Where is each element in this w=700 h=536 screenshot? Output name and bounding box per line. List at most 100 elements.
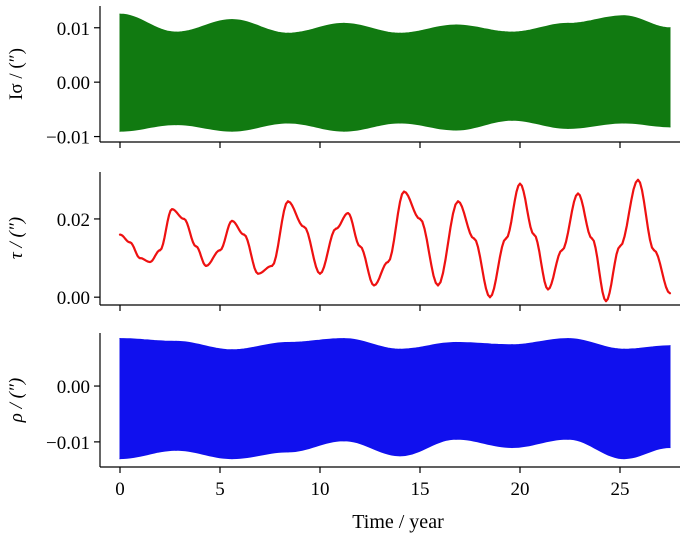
I-sigma-upper-point [231,19,233,21]
panel-i-sigma: 0.01 0.00 −0.01 Iσ / (″) [6,6,680,149]
y-tick-label: −0.01 [46,433,90,454]
tau-point [636,178,640,181]
tau-line [119,178,671,303]
tau-x-ticks [119,305,621,311]
tau-point [302,225,306,228]
rho-lower-point [399,455,401,457]
I-sigma-upper-point [175,31,177,33]
tau-point [402,190,406,193]
I-sigma-lower-point [175,124,177,126]
tau-point [532,233,536,236]
panel-tau: 0.02 0.00 τ / (″) [6,172,680,311]
rho-upper-point [175,340,177,342]
rho-upper-point [567,338,569,340]
tau-point [436,284,440,287]
tau-point [386,260,390,264]
tau-point [194,245,198,248]
tau-point [456,200,460,203]
x-tick-label: 5 [215,479,225,500]
rho-lower-point [623,458,625,460]
tau-point [488,296,492,299]
tau-point [560,249,564,252]
tau-point [618,245,622,248]
tau-point [148,260,152,264]
rho-lower-point [567,438,569,440]
rho-upper-point [623,348,625,350]
i-sigma-x-ticks [119,142,621,148]
y-tick-label: 0.00 [57,288,90,309]
tau-point [590,237,594,240]
tau-point [230,219,234,222]
rho-lower-point [287,451,289,453]
tau-point [652,249,656,252]
tau-point [218,249,222,252]
i-sigma-plot-area [119,13,671,132]
rho-lower-point [175,449,177,451]
rho-lower-point [343,440,345,442]
rho-lower-point [231,458,233,460]
tau-point [128,241,132,244]
tau-point [504,237,508,240]
y-tick-label: 0.00 [57,73,90,94]
rho-upper-point [455,341,457,344]
I-sigma-upper-point [623,15,625,17]
rho-upper-point [119,338,121,340]
x-tick-labels: 0 5 10 15 20 25 [115,479,629,500]
y-tick-label: 0.01 [57,19,90,40]
x-tick-label: 25 [611,479,630,500]
tau-point [576,192,580,195]
rho-x-ticks [119,467,621,473]
tau-y-label: τ / (″) [6,217,27,259]
tau-point [668,292,672,295]
I-sigma-lower-point [119,130,121,132]
I-sigma-upper-point [119,13,121,15]
I-sigma-upper-point [511,31,513,33]
tau-point [418,217,422,220]
rho-band [119,338,671,460]
x-axis-label: Time / year [352,511,444,533]
I-sigma-lower-point [669,126,671,128]
x-tick-label: 0 [115,479,125,500]
I-sigma-upper-point [669,27,671,29]
tau-point [286,200,290,203]
I-sigma-lower-point [231,130,233,132]
x-tick-label: 20 [511,479,530,500]
tau-point [182,217,186,220]
rho-upper-point [399,348,401,350]
tau-point [270,264,274,267]
rho-lower-point [669,446,671,449]
I-sigma-lower-point [623,122,625,124]
x-tick-label: 10 [311,479,330,500]
I-sigma-band [119,13,671,132]
I-sigma-lower-point [287,122,289,124]
tau-point [256,272,260,275]
i-sigma-y-ticks: 0.01 0.00 −0.01 [46,19,100,149]
tau-point [204,264,208,267]
i-sigma-y-label: Iσ / (″) [6,48,27,100]
y-tick-label: −0.01 [46,128,90,149]
rho-y-label: ρ / (″) [6,378,27,423]
I-sigma-upper-point [399,32,401,34]
I-sigma-lower-point [455,129,457,131]
tau-point [518,182,522,185]
tau-point [546,288,550,291]
rho-upper-point [343,338,345,340]
I-sigma-lower-point [511,119,513,121]
tau-plot-area [118,178,672,303]
rho-lower-point [119,458,121,460]
tau-point [138,257,142,260]
rho-lower-point [511,446,513,449]
y-tick-label: 0.02 [57,210,90,231]
tau-point [170,208,174,211]
panel-rho: 0.00 −0.01 ρ / (″) [6,333,680,473]
tau-point [318,272,322,275]
rho-upper-point [231,349,233,351]
tau-point [372,284,376,287]
tau-y-ticks: 0.02 0.00 [57,210,100,309]
I-sigma-upper-point [287,32,289,34]
y-tick-label: 0.00 [57,377,90,398]
x-tick-label: 15 [411,479,430,500]
I-sigma-upper-point [567,22,569,24]
I-sigma-lower-point [567,127,569,129]
rho-lower-point [455,438,457,440]
